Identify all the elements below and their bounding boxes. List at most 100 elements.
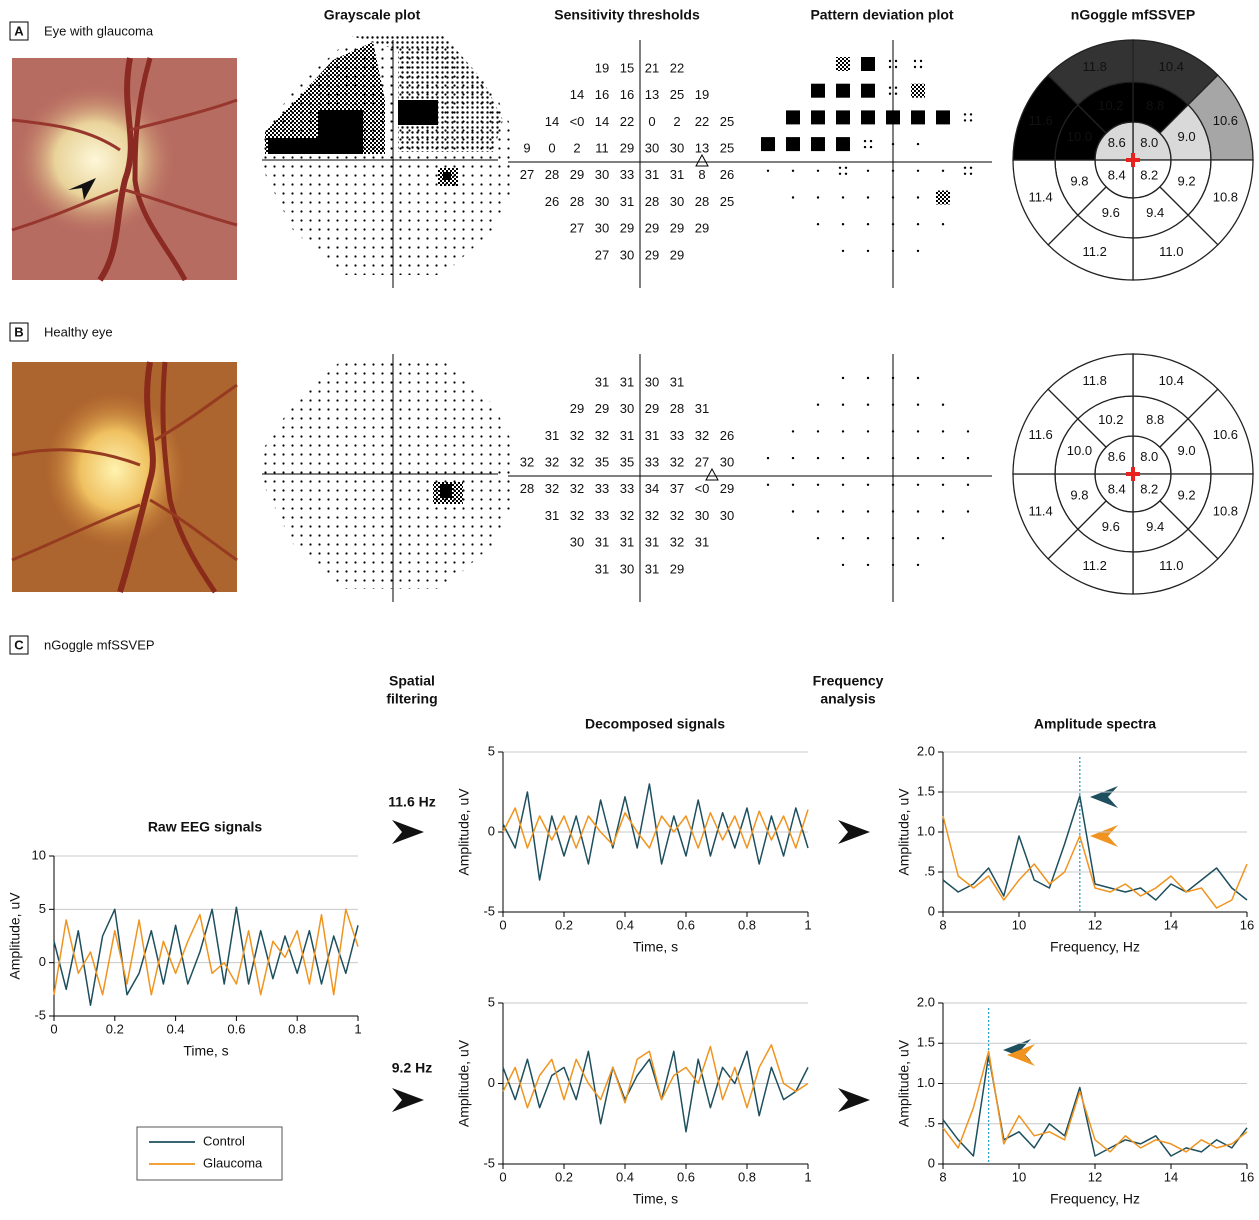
- threshold-value: 28: [520, 481, 534, 496]
- sector-value: 10.6: [1213, 113, 1238, 128]
- deviation-symbol: [792, 457, 794, 459]
- deviation-symbol: [970, 167, 972, 169]
- grayscale-plot: [262, 354, 513, 602]
- deviation-symbol: [917, 377, 919, 379]
- fixation-cross: [1131, 153, 1135, 167]
- threshold-value: 30: [720, 508, 734, 523]
- threshold-value: 34: [645, 481, 659, 496]
- threshold-value: 30: [570, 535, 584, 550]
- threshold-value: 29: [645, 247, 659, 262]
- threshold-value: 33: [620, 481, 634, 496]
- deviation-symbol: [942, 404, 944, 406]
- x-tick-label: 0.6: [677, 917, 695, 932]
- threshold-value: 29: [595, 401, 609, 416]
- y-tick-label: .5: [924, 1115, 935, 1130]
- sector-value: 10.0: [1067, 443, 1092, 458]
- deviation-symbol: [889, 66, 891, 68]
- figure: A Eye with glaucoma B Healthy eye C nGog…: [0, 0, 1259, 1220]
- deviation-symbol: [889, 87, 891, 89]
- y-tick-label: 10: [32, 847, 46, 862]
- threshold-value: 25: [670, 87, 684, 102]
- x-tick-label: 14: [1164, 917, 1178, 932]
- threshold-value: 29: [670, 221, 684, 236]
- threshold-value: 27: [595, 247, 609, 262]
- deviation-symbol: [920, 66, 922, 68]
- threshold-value: 31: [645, 167, 659, 182]
- y-tick-label: -5: [34, 1007, 46, 1022]
- deviation-symbol: [767, 170, 769, 172]
- chart-title: Decomposed signals: [585, 716, 725, 732]
- threshold-value: 30: [695, 508, 709, 523]
- deviation-symbol: [842, 377, 844, 379]
- deviation-symbol: [867, 430, 869, 432]
- threshold-value: 32: [570, 455, 584, 470]
- deviation-symbol: [970, 119, 972, 121]
- deviation-symbol: [836, 137, 850, 151]
- sector-value: 11.0: [1159, 244, 1183, 259]
- threshold-value: 31: [695, 401, 709, 416]
- y-axis-label: Amplitude, uV: [896, 788, 912, 876]
- deviation-symbol: [792, 170, 794, 172]
- threshold-value: 29: [620, 221, 634, 236]
- x-axis-label: Time, s: [183, 1043, 228, 1059]
- threshold-value: 37: [670, 481, 684, 496]
- x-tick-label: 8: [939, 917, 946, 932]
- threshold-value: 29: [570, 167, 584, 182]
- threshold-value: 26: [545, 194, 559, 209]
- threshold-value: 33: [645, 455, 659, 470]
- x-tick-label: 10: [1012, 917, 1026, 932]
- threshold-value: 22: [695, 114, 709, 129]
- defect: [443, 172, 451, 180]
- threshold-value: 26: [720, 167, 734, 182]
- deviation-symbol: [842, 196, 844, 198]
- threshold-value: 0: [548, 141, 555, 156]
- sector-value: 9.8: [1070, 174, 1088, 189]
- threshold-value: 9: [523, 141, 530, 156]
- x-tick-label: 0.8: [288, 1021, 306, 1036]
- threshold-value: 32: [545, 481, 559, 496]
- deviation-symbol: [892, 170, 894, 172]
- threshold-value: 28: [545, 167, 559, 182]
- sector-value: 9.6: [1102, 519, 1120, 534]
- threshold-value: 21: [645, 60, 659, 75]
- flow-step: analysis: [820, 691, 875, 707]
- sector-value: 8.2: [1140, 482, 1158, 497]
- series-line: [943, 816, 1247, 908]
- sector-value: 8.4: [1108, 482, 1126, 497]
- deviation-symbol: [842, 537, 844, 539]
- deviation-symbol: [811, 84, 825, 98]
- deviation-symbol: [867, 223, 869, 225]
- deviation-symbol: [864, 140, 866, 142]
- sector-value: 10.4: [1159, 59, 1184, 74]
- sector-value: 11.0: [1159, 558, 1183, 573]
- sector-value: 8.8: [1146, 98, 1164, 113]
- sector-value: 11.6: [1028, 427, 1052, 442]
- panel-letter: B: [14, 324, 23, 339]
- deviation-symbol: [936, 191, 950, 205]
- flow-step: filtering: [386, 691, 437, 707]
- deviation-symbol: [870, 146, 872, 148]
- y-tick-label: -5: [483, 903, 495, 918]
- sector-value: 8.8: [1146, 412, 1164, 427]
- threshold-value: 14: [595, 114, 609, 129]
- threshold-value: 25: [720, 114, 734, 129]
- panel-title: Healthy eye: [44, 324, 113, 339]
- chart-title: Amplitude spectra: [1034, 716, 1156, 732]
- y-tick-label: 2.0: [917, 994, 935, 1009]
- threshold-value: 29: [645, 401, 659, 416]
- x-tick-label: 0: [499, 917, 506, 932]
- sector-value: 8.6: [1108, 135, 1126, 150]
- deviation-symbol: [917, 196, 919, 198]
- deviation-symbol: [864, 146, 866, 148]
- deviation-symbol: [817, 510, 819, 512]
- deviation-symbol: [970, 173, 972, 175]
- deviation-symbol: [895, 60, 897, 62]
- deviation-symbol: [936, 110, 950, 124]
- threshold-value: 33: [595, 508, 609, 523]
- deviation-symbol: [911, 84, 925, 98]
- sector-value: 11.8: [1083, 373, 1107, 388]
- y-tick-label: 5: [488, 994, 495, 1009]
- column-header: Grayscale plot: [324, 7, 421, 23]
- x-tick-label: 0.8: [738, 1169, 756, 1184]
- x-tick-label: 0: [499, 1169, 506, 1184]
